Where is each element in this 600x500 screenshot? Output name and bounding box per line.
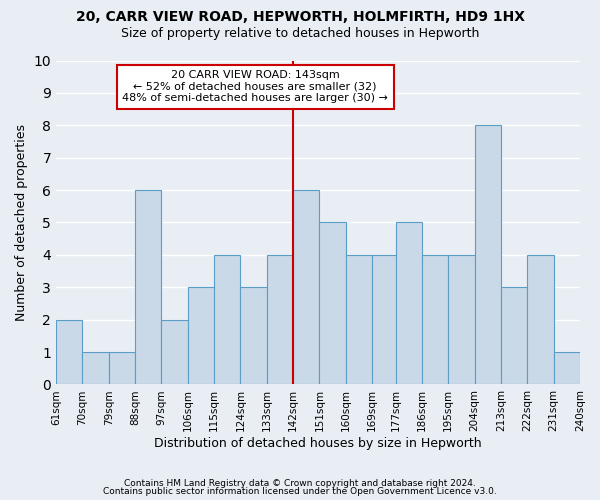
Bar	[161, 320, 188, 384]
Bar	[475, 126, 501, 384]
Bar	[109, 352, 135, 384]
Bar	[267, 255, 293, 384]
Bar	[56, 320, 82, 384]
Bar	[82, 352, 109, 384]
Y-axis label: Number of detached properties: Number of detached properties	[15, 124, 28, 321]
Bar	[554, 352, 580, 384]
Text: 20 CARR VIEW ROAD: 143sqm
← 52% of detached houses are smaller (32)
48% of semi-: 20 CARR VIEW ROAD: 143sqm ← 52% of detac…	[122, 70, 388, 103]
Bar	[293, 190, 319, 384]
Text: 20, CARR VIEW ROAD, HEPWORTH, HOLMFIRTH, HD9 1HX: 20, CARR VIEW ROAD, HEPWORTH, HOLMFIRTH,…	[76, 10, 524, 24]
Bar	[214, 255, 241, 384]
Bar	[372, 255, 398, 384]
Text: Size of property relative to detached houses in Hepworth: Size of property relative to detached ho…	[121, 28, 479, 40]
Bar	[346, 255, 372, 384]
Bar	[501, 288, 527, 384]
Bar	[527, 255, 554, 384]
Text: Contains public sector information licensed under the Open Government Licence v3: Contains public sector information licen…	[103, 487, 497, 496]
Bar	[188, 288, 214, 384]
Bar	[241, 288, 267, 384]
Bar	[319, 222, 346, 384]
Text: Contains HM Land Registry data © Crown copyright and database right 2024.: Contains HM Land Registry data © Crown c…	[124, 478, 476, 488]
X-axis label: Distribution of detached houses by size in Hepworth: Distribution of detached houses by size …	[154, 437, 482, 450]
Bar	[422, 255, 448, 384]
Bar	[448, 255, 475, 384]
Bar	[395, 222, 422, 384]
Bar	[135, 190, 161, 384]
